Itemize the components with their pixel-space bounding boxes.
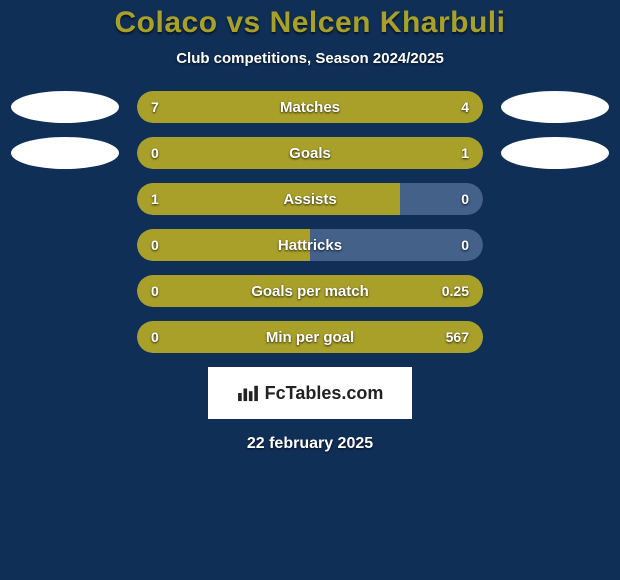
content-container: Colaco vs Nelcen Kharbuli Club competiti…	[0, 0, 620, 580]
bar-fill-left	[137, 275, 483, 307]
bar-fill-right	[357, 91, 483, 123]
oval-spacer	[501, 275, 609, 307]
stat-row: Goals01	[0, 137, 620, 169]
oval-spacer	[11, 321, 119, 353]
bar-fill-left	[137, 321, 483, 353]
bar-fill-left	[137, 229, 310, 261]
stat-row: Min per goal0567	[0, 321, 620, 353]
oval-spacer	[501, 229, 609, 261]
subtitle: Club competitions, Season 2024/2025	[0, 50, 620, 67]
player-left-oval	[11, 137, 119, 169]
oval-spacer	[11, 275, 119, 307]
page-title: Colaco vs Nelcen Kharbuli	[0, 6, 620, 40]
oval-spacer	[501, 321, 609, 353]
stat-row: Matches74	[0, 91, 620, 123]
fctables-logo: FcTables.com	[208, 367, 412, 419]
player-right-oval	[501, 137, 609, 169]
logo-text: FcTables.com	[265, 383, 384, 404]
stat-row: Assists10	[0, 183, 620, 215]
player-right-oval	[501, 91, 609, 123]
player-left-oval	[11, 91, 119, 123]
bar-fill-left	[137, 137, 199, 169]
date-label: 22 february 2025	[0, 435, 620, 453]
stat-bar: Goals01	[137, 137, 483, 169]
oval-spacer	[501, 183, 609, 215]
stat-bar: Matches74	[137, 91, 483, 123]
oval-spacer	[11, 183, 119, 215]
bar-fill-right	[199, 137, 483, 169]
stats-bars: Matches74 Goals01 Assists10 Hattricks00 Goal…	[0, 91, 620, 353]
stat-bar: Min per goal0567	[137, 321, 483, 353]
chart-icon	[237, 384, 259, 402]
bar-fill-left	[137, 183, 400, 215]
stat-bar: Goals per match00.25	[137, 275, 483, 307]
stat-bar: Hattricks00	[137, 229, 483, 261]
stat-row: Hattricks00	[0, 229, 620, 261]
stat-row: Goals per match00.25	[0, 275, 620, 307]
stat-bar: Assists10	[137, 183, 483, 215]
oval-spacer	[11, 229, 119, 261]
bar-fill-left	[137, 91, 357, 123]
